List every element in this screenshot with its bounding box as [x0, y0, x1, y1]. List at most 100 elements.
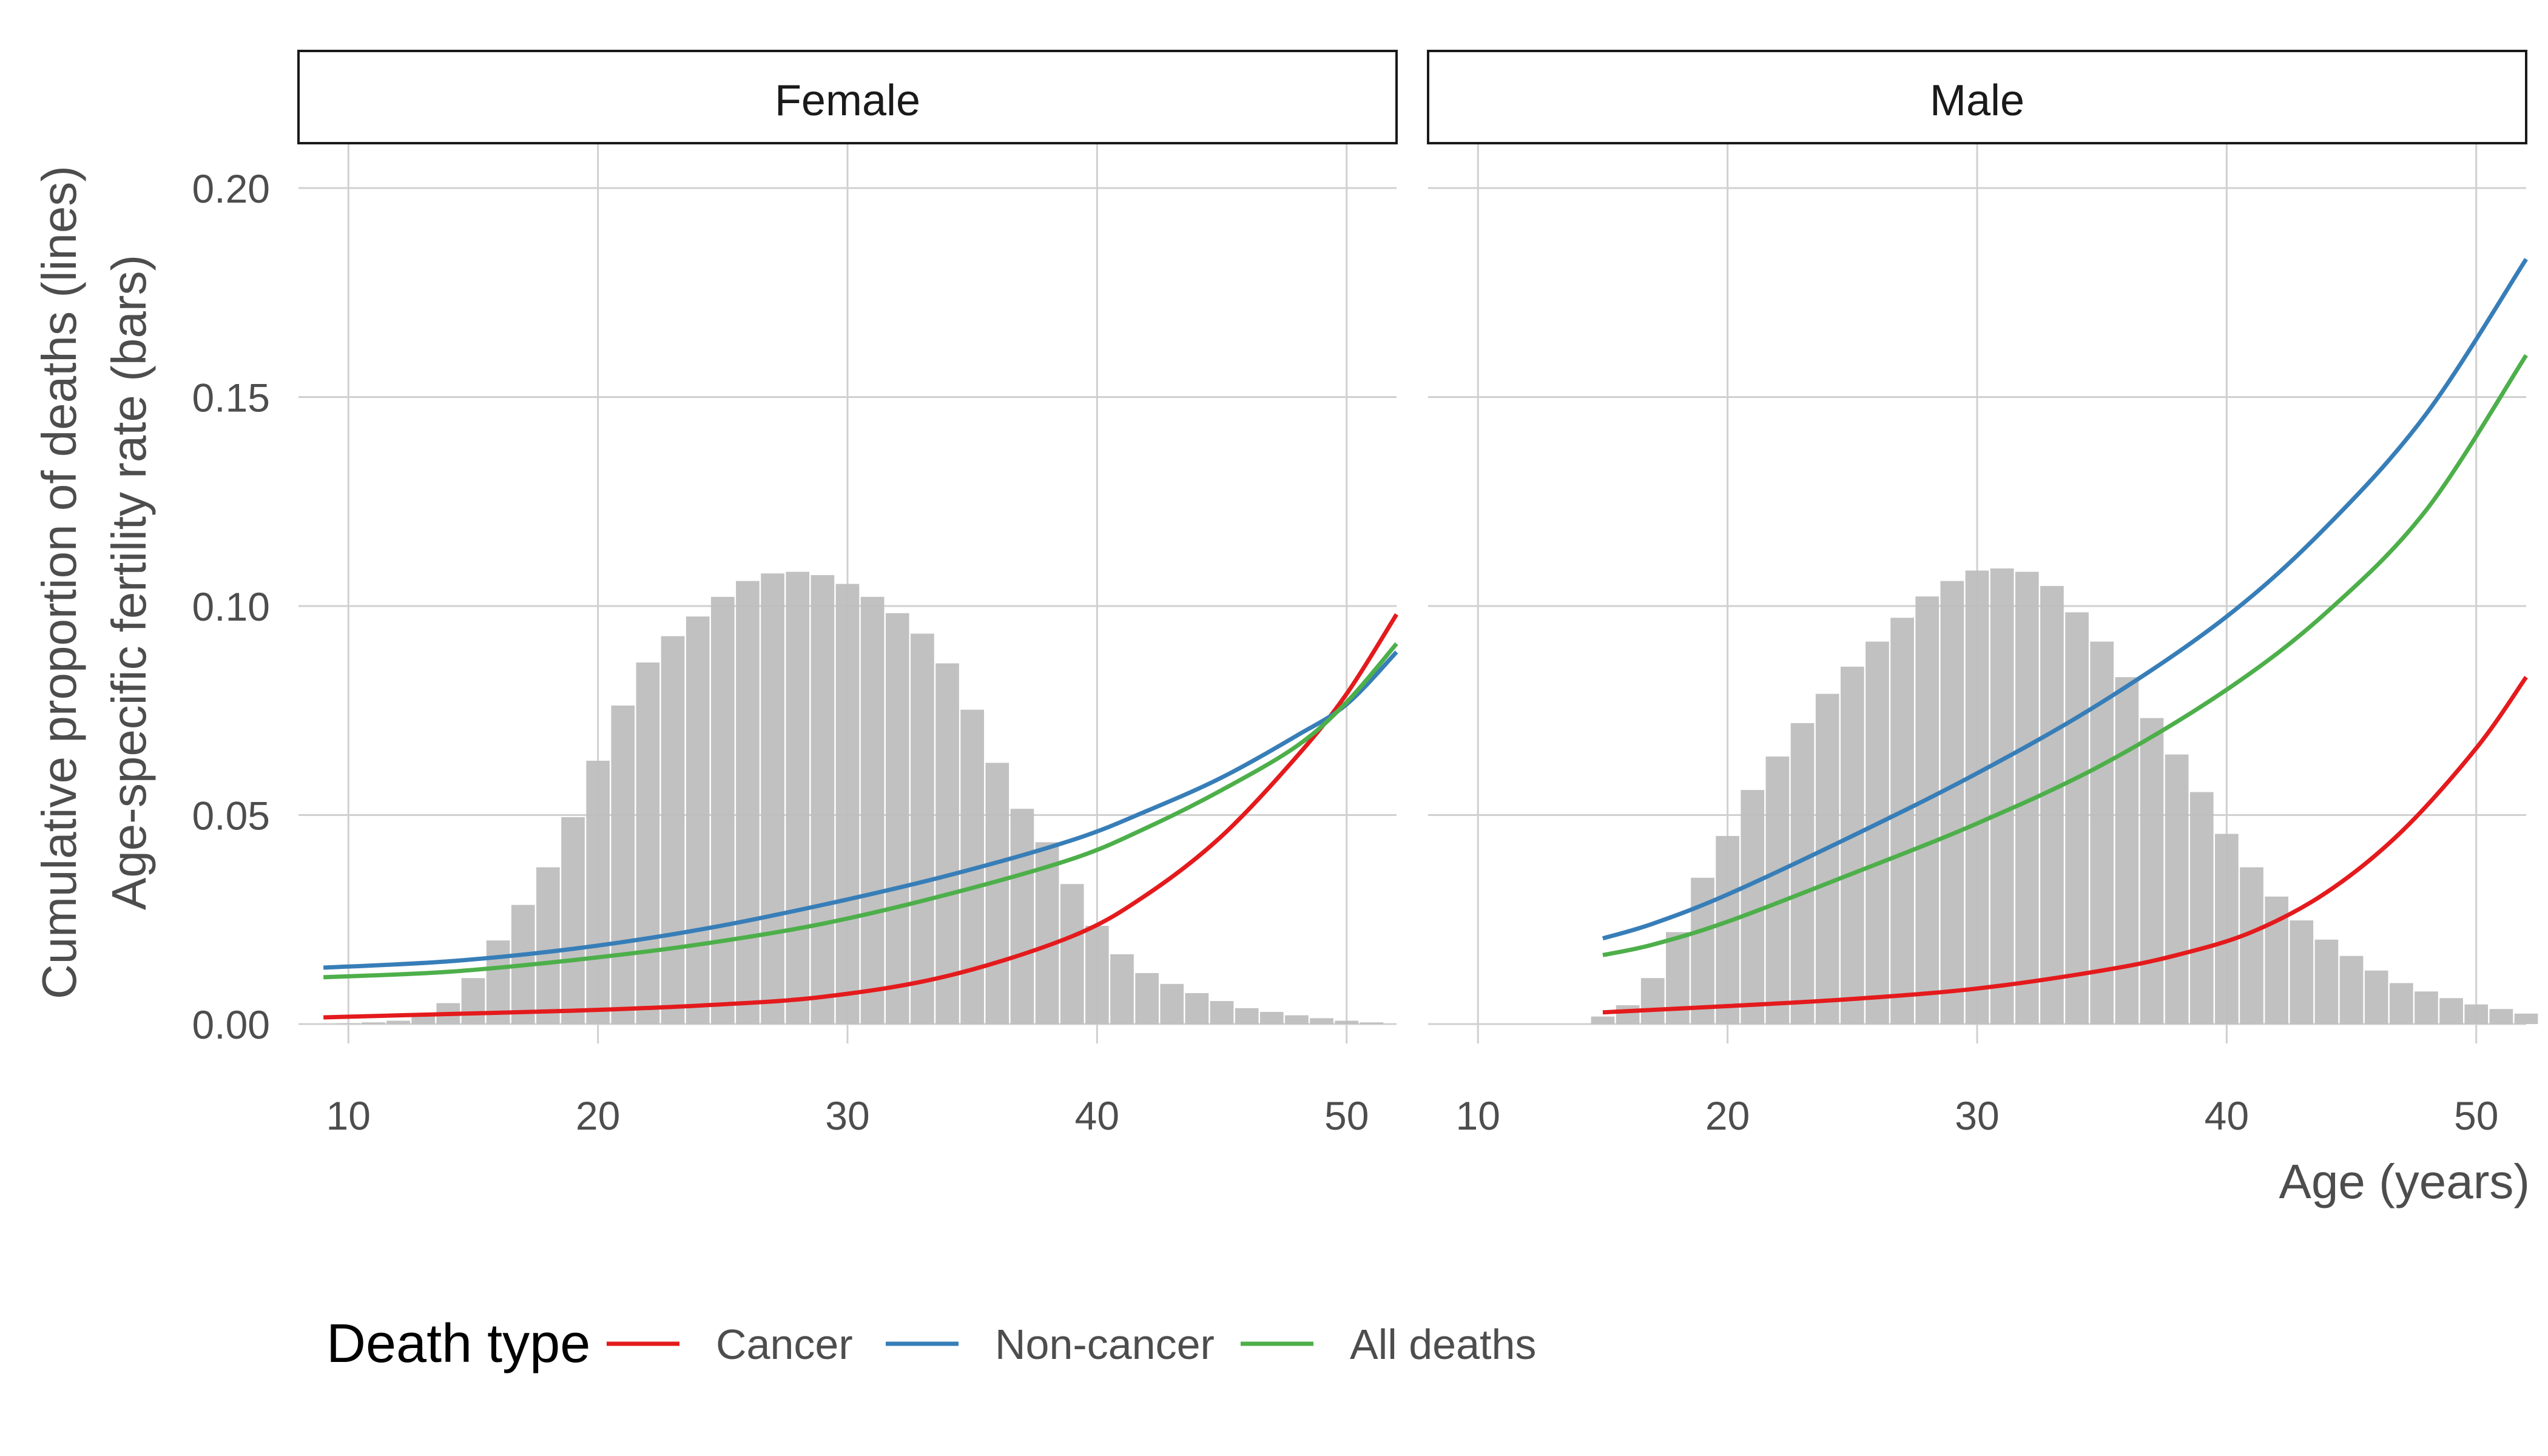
y-tick-label: 0.20 [192, 166, 270, 211]
bar [1940, 581, 1964, 1024]
x-tick-label: 20 [576, 1093, 620, 1138]
bar [2439, 998, 2463, 1024]
series-lines [323, 613, 1398, 1020]
bar [835, 584, 860, 1024]
bar [1060, 884, 1084, 1024]
x-tick-label: 30 [825, 1093, 869, 1138]
bar [2115, 677, 2139, 1024]
bar [885, 613, 909, 1024]
x-tick-label: 20 [1705, 1093, 1750, 1138]
x-axis-title: Age (years) [2279, 1154, 2530, 1208]
bar [1010, 809, 1034, 1024]
legend-label: Cancer [716, 1321, 853, 1368]
bar [411, 1016, 436, 1024]
bar [2339, 956, 2364, 1024]
bar [2389, 983, 2413, 1024]
bars [1591, 568, 2538, 1024]
bar [2040, 585, 2064, 1024]
series-line-all-deaths [323, 642, 1398, 980]
bar [1965, 570, 1989, 1024]
bar [935, 663, 959, 1024]
y-tick-label: 0.00 [192, 1002, 270, 1047]
y-tick-label: 0.10 [192, 584, 270, 629]
bar [860, 596, 885, 1024]
bar [661, 636, 685, 1024]
legend-entry-non-cancer: Non-cancer [886, 1321, 1215, 1368]
x-tick-label: 40 [1075, 1093, 1119, 1138]
bar [2189, 792, 2214, 1024]
facet-strip [1427, 50, 2527, 144]
legend-title: Death type [326, 1313, 590, 1374]
bar [636, 662, 660, 1024]
bar [1616, 1005, 1640, 1024]
bar [1716, 835, 1739, 1024]
bar [710, 596, 735, 1024]
bar [786, 571, 810, 1024]
series-line-all-deaths [1602, 354, 2528, 957]
bar [1210, 1001, 1234, 1024]
bar [2415, 991, 2438, 1024]
bar [1335, 1020, 1359, 1024]
y-tick-label: 0.15 [192, 376, 270, 420]
bar [586, 760, 610, 1024]
bar [536, 867, 560, 1024]
x-tick-label: 30 [1955, 1093, 1999, 1138]
bar [1640, 978, 1665, 1024]
bar [1765, 757, 1790, 1024]
bar [1915, 596, 1940, 1024]
bar [1285, 1015, 1309, 1024]
bar [1135, 972, 1159, 1024]
x-tick-label: 10 [326, 1093, 371, 1138]
bar [2140, 718, 2164, 1024]
bar [561, 817, 585, 1024]
bar [761, 573, 784, 1024]
bar [2240, 867, 2263, 1024]
bar [2514, 1013, 2538, 1024]
bar [1259, 1012, 1284, 1024]
bar [2314, 939, 2339, 1024]
bar [1185, 993, 1209, 1024]
y-tick-label: 0.05 [192, 794, 270, 838]
bar [686, 616, 710, 1024]
bar [1790, 723, 1815, 1024]
legend-entry-all-deaths: All deaths [1241, 1321, 1536, 1368]
series-line-cancer [323, 613, 1398, 1020]
x-tick-label: 50 [1324, 1093, 1369, 1138]
bar [1840, 666, 1864, 1024]
bar [1360, 1022, 1384, 1024]
bar [1890, 618, 1914, 1024]
bar [1591, 1016, 1615, 1024]
facet-label: Male [1930, 76, 2024, 125]
bar [1110, 954, 1134, 1024]
bar [2290, 920, 2314, 1024]
bar [362, 1022, 385, 1024]
x-tick-label: 40 [2205, 1093, 2249, 1138]
series-line-non-cancer [1602, 258, 2528, 941]
bars [336, 571, 1384, 1024]
bar [2364, 970, 2388, 1024]
bar [985, 763, 1009, 1024]
facet-strip [297, 50, 1398, 144]
legend-label: All deaths [1350, 1321, 1536, 1368]
bar [336, 1023, 360, 1024]
bar [1085, 926, 1109, 1024]
series-line-cancer [1602, 676, 2528, 1015]
bar [2215, 834, 2239, 1024]
legend-entry-cancer: Cancer [607, 1321, 853, 1368]
y-axis-title-line-1: Cumulative proportion of deaths (lines) [32, 166, 86, 999]
legend-entries: Cancer Non-cancer All deaths [607, 1321, 1536, 1368]
bar [1990, 568, 2014, 1024]
panel-female: Female 10 20 30 40 50 0.00 0.05 0.10 0.15 0.20 [192, 50, 1398, 1138]
legend: Death type Cancer Non-cancer All deaths [326, 1313, 1536, 1374]
bar [911, 633, 934, 1024]
legend-label: Non-cancer [995, 1321, 1215, 1368]
bar [1741, 790, 1765, 1024]
bar [386, 1020, 410, 1024]
panel-male: Male 10 20 30 40 50 [1427, 50, 2538, 1138]
bar [461, 978, 485, 1024]
bar [1035, 842, 1059, 1024]
x-tick-label: 50 [2454, 1093, 2498, 1138]
grid [298, 144, 1397, 1043]
panels-layer: Female 10 20 30 40 50 0.00 0.05 0.10 0.15 0.20 Male… [192, 50, 2538, 1138]
